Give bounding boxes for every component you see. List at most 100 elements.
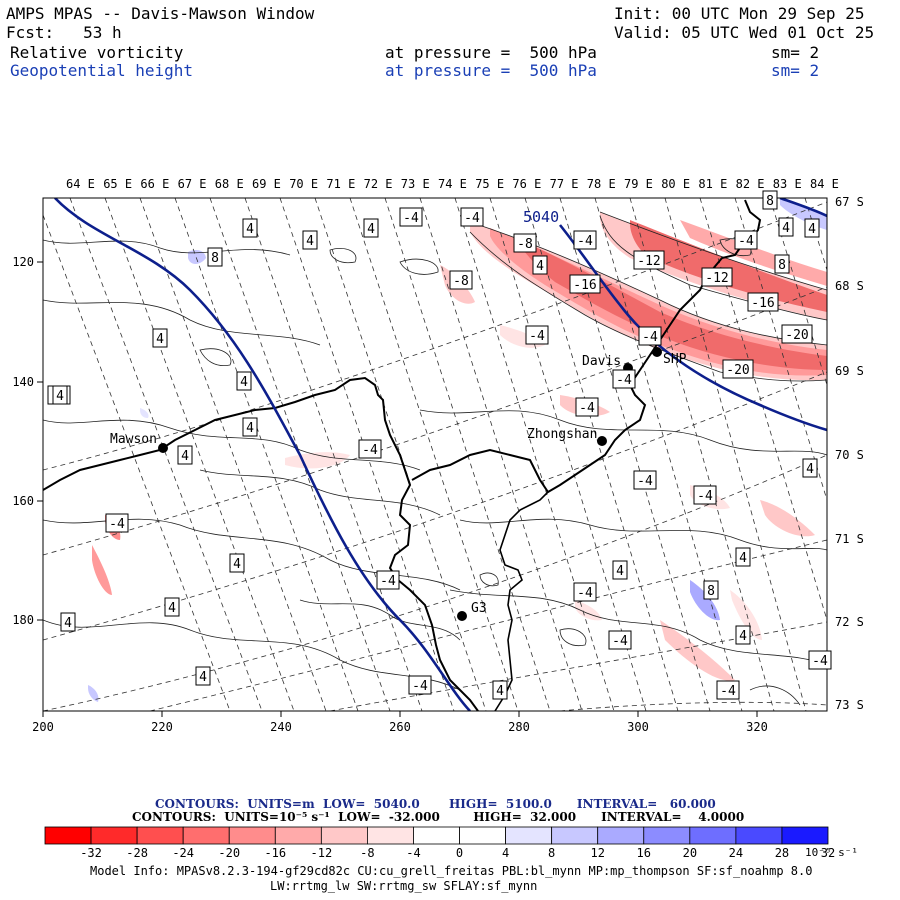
- colorbar-swatch: [182, 826, 230, 845]
- vorticity-label-text: 4: [240, 375, 248, 390]
- colorbar-swatch: [781, 826, 829, 845]
- vorticity-label: -4: [693, 485, 717, 505]
- top-lon-label: 83 E: [773, 177, 802, 191]
- vorticity-label: -16: [569, 274, 601, 294]
- vorticity-label-text: 4: [306, 234, 314, 249]
- station-label-davis: Davis: [582, 354, 621, 369]
- vorticity-label: 4: [52, 385, 68, 405]
- top-lon-label: 79 E: [624, 177, 653, 191]
- vorticity-label: 4: [302, 230, 318, 250]
- vorticity-label-text: -4: [464, 211, 480, 226]
- vorticity-label-text: -4: [720, 684, 736, 699]
- vorticity-label: 4: [164, 597, 180, 617]
- right-latitude-labels: 67 S 68 S 69 S 70 S 71 S 72 S 73 S: [835, 195, 864, 712]
- field1-smoothing: sm= 2: [771, 43, 820, 62]
- right-lat-label: 72 S: [835, 615, 864, 629]
- top-lon-label: 66 E: [140, 177, 169, 191]
- colorbar-label: -28: [126, 846, 148, 860]
- vorticity-label-text: -4: [738, 234, 754, 249]
- vorticity-label-text: -4: [579, 401, 595, 416]
- x-tick-label: 220: [151, 720, 173, 734]
- colorbar-swatch: [505, 826, 553, 845]
- colorbar-swatch: [551, 826, 599, 845]
- vorticity-label: 4: [778, 217, 794, 237]
- colorbar-label: 32: [821, 846, 835, 860]
- vorticity-label-text: -4: [612, 634, 628, 649]
- top-lon-label: 75 E: [475, 177, 504, 191]
- vorticity-label-text: -12: [637, 254, 660, 269]
- colorbar-swatch: [689, 826, 737, 845]
- colorbar-swatch: [90, 826, 138, 845]
- colorbar-swatch: [274, 826, 322, 845]
- colorbar-swatch: [597, 826, 645, 845]
- init-time: Init: 00 UTC Mon 29 Sep 25: [614, 4, 865, 23]
- vorticity-label: 8: [762, 190, 778, 210]
- field2-smoothing: sm= 2: [771, 61, 820, 80]
- vorticity-label: 4: [802, 458, 818, 478]
- colorbar: [44, 826, 829, 845]
- colorbar-swatch: [459, 826, 506, 845]
- vorticity-label: 4: [60, 612, 76, 632]
- vorticity-label: 8: [207, 247, 223, 267]
- plot-title: AMPS MPAS -- Davis-Mawson Window: [6, 4, 315, 23]
- station-dot-zhongshan: [597, 436, 607, 446]
- vorticity-label-text: -4: [577, 234, 593, 249]
- coastline-inlet: [494, 491, 549, 711]
- right-lat-label: 71 S: [835, 532, 864, 546]
- vorticity-label-text: 4: [64, 616, 72, 631]
- station-label-zhongshan: Zhongshan: [527, 427, 597, 442]
- colorbar-label: -12: [311, 846, 333, 860]
- vorticity-label: -20: [722, 359, 754, 379]
- vorticity-label-text: 4: [156, 332, 164, 347]
- vorticity-label: -8: [449, 270, 473, 290]
- plot-frame: [42, 197, 828, 712]
- vorticity-label: -4: [376, 570, 400, 590]
- vorticity-label-text: 4: [536, 259, 544, 274]
- vorticity-label-text: -12: [705, 271, 728, 286]
- vorticity-label-text: -8: [517, 237, 533, 252]
- right-lat-label: 68 S: [835, 279, 864, 293]
- right-lat-label: 70 S: [835, 448, 864, 462]
- vorticity-label: 4: [229, 553, 245, 573]
- vorticity-label: -4: [573, 230, 597, 250]
- vorticity-label-text: 4: [739, 629, 747, 644]
- vorticity-label: -12: [701, 267, 733, 287]
- vorticity-label-text: 4: [367, 222, 375, 237]
- vorticity-label-text: -4: [577, 586, 593, 601]
- vorticity-label: 4: [177, 445, 193, 465]
- model-physics: LW:rrtmg_lw SW:rrtmg_sw SFLAY:sf_mynn: [270, 879, 538, 893]
- x-tick-label: 320: [746, 720, 768, 734]
- top-lon-label: 76 E: [512, 177, 541, 191]
- vorticity-label-text: 4: [199, 670, 207, 685]
- vorticity-label-text: 4: [233, 557, 241, 572]
- vorticity-label-text: 4: [246, 421, 254, 436]
- vorticity-label: -4: [358, 439, 382, 459]
- height-contours: [54, 198, 827, 711]
- valid-time: Valid: 05 UTC Wed 01 Oct 25: [614, 23, 875, 42]
- vorticity-label-text: -4: [697, 489, 713, 504]
- top-lon-label: 65 E: [103, 177, 132, 191]
- vorticity-label: -4: [612, 369, 636, 389]
- x-tick-labels: 200 220 240 260 280 300 320: [32, 720, 768, 734]
- vorticity-label-text: -4: [616, 373, 632, 388]
- vorticity-label: 4: [804, 218, 820, 238]
- right-lat-label: 67 S: [835, 195, 864, 209]
- vorticity-label-text: 4: [168, 601, 176, 616]
- vorticity-label: -4: [808, 650, 832, 670]
- vorticity-label: -16: [747, 292, 779, 312]
- vorticity-label-text: -4: [529, 329, 545, 344]
- vorticity-label: 4: [152, 328, 168, 348]
- vorticity-label: -4: [573, 582, 597, 602]
- vorticity-label: 4: [735, 625, 751, 645]
- vorticity-label-text: -4: [403, 211, 419, 226]
- vorticity-label-text: 4: [181, 449, 189, 464]
- station-label-mawson: Mawson: [110, 432, 157, 447]
- top-lon-label: 70 E: [289, 177, 318, 191]
- colorbar-label: -24: [172, 846, 194, 860]
- top-lon-label: 69 E: [252, 177, 281, 191]
- vorticity-label: -4: [408, 675, 432, 695]
- vorticity-label-text: -20: [785, 328, 808, 343]
- y-tick-labels: 120 140 160 180: [12, 255, 34, 627]
- vorticity-label: -8: [513, 233, 537, 253]
- colorbar-label: 16: [637, 846, 651, 860]
